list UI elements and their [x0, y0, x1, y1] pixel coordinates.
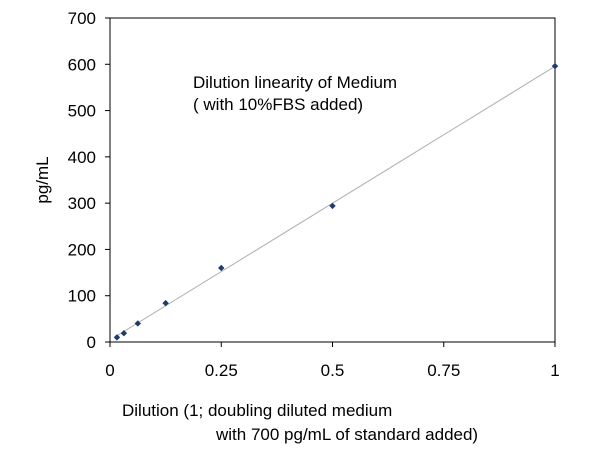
data-point	[162, 299, 169, 307]
y-tick-label: 700	[68, 9, 96, 28]
x-axis-title-line-1: Dilution (1; doubling diluted medium	[122, 401, 392, 420]
data-point	[120, 330, 128, 337]
annotation-line-1: Dilution linearity of Medium	[193, 73, 397, 92]
data-point	[329, 202, 336, 210]
x-axis-ticks: 0 0.25 0.5 0.75 1	[105, 342, 560, 380]
y-axis-ticks: 0 100 200 300 400 500 600 700	[68, 9, 110, 352]
x-tick-label: 0	[105, 361, 114, 380]
x-tick-label: 1	[550, 361, 559, 380]
y-tick-label: 400	[68, 148, 96, 167]
trend-line	[116, 65, 556, 337]
x-tick-label: 0.25	[205, 361, 238, 380]
y-axis-title: pg/mL	[33, 156, 52, 203]
x-axis-title-line-2: with 700 pg/mL of standard added)	[215, 425, 478, 444]
y-tick-label: 500	[68, 102, 96, 121]
data-point	[218, 264, 225, 272]
y-tick-label: 0	[87, 333, 96, 352]
y-tick-label: 200	[68, 240, 96, 259]
data-points	[113, 62, 559, 341]
y-tick-label: 100	[68, 287, 96, 306]
plot-area	[109, 17, 556, 343]
data-point	[551, 62, 559, 70]
data-point	[134, 320, 142, 327]
data-point	[113, 334, 121, 341]
annotation-line-2: ( with 10%FBS added)	[193, 95, 363, 114]
y-tick-label: 300	[68, 194, 96, 213]
x-tick-label: 0.5	[321, 361, 345, 380]
y-tick-label: 600	[68, 55, 96, 74]
x-tick-label: 0.75	[427, 361, 460, 380]
